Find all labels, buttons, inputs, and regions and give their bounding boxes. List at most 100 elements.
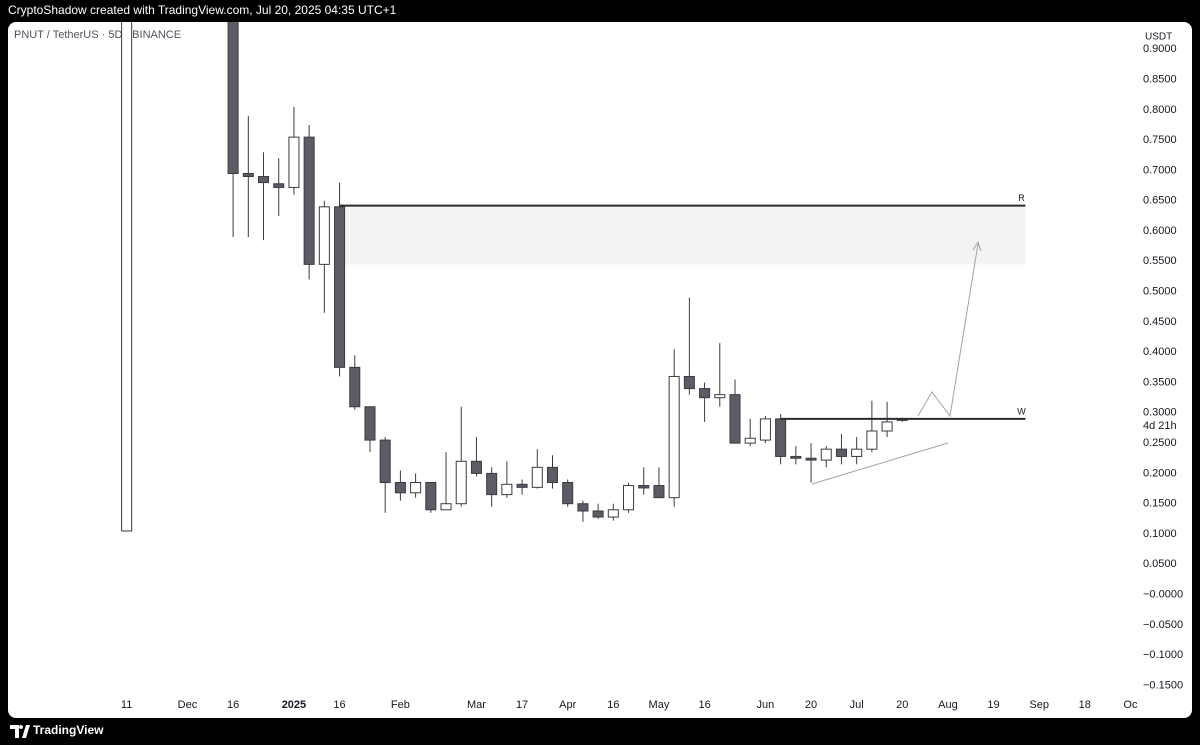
candle-body <box>303 136 315 265</box>
trend-line <box>811 442 949 485</box>
y-tick-label: 0.8500 <box>1143 73 1177 85</box>
candle-body <box>379 439 391 484</box>
y-tick-label: 0.2000 <box>1143 467 1177 479</box>
candle-body <box>790 455 802 459</box>
projection-arrow <box>917 243 979 418</box>
x-tick-label: 20 <box>896 699 908 711</box>
resistance-zone <box>339 205 1026 265</box>
level-label: W <box>1017 406 1026 416</box>
x-tick-label: Apr <box>559 699 576 711</box>
x-tick-label: Feb <box>391 699 410 711</box>
candle-body <box>623 485 635 511</box>
y-tick-label: 0.8000 <box>1143 104 1177 116</box>
level-label: R <box>1018 193 1025 203</box>
y-tick-label: −0.0000 <box>1143 589 1183 601</box>
candle-body <box>318 206 330 265</box>
candle-body <box>242 172 254 178</box>
candle-body <box>516 483 528 488</box>
y-tick-label: 0.6000 <box>1143 225 1177 237</box>
candle-body <box>820 448 832 461</box>
candle-body <box>288 136 300 188</box>
candle-body <box>440 503 452 511</box>
x-tick-label: Sep <box>1029 699 1049 711</box>
candle-body <box>364 406 376 441</box>
chart-title: PNUT / TetherUS · 5D · BINANCE <box>14 29 181 41</box>
y-tick-label: 0.7000 <box>1143 164 1177 176</box>
candle-body <box>683 375 695 390</box>
candle-body <box>531 466 543 488</box>
y-tick-label: 0.6500 <box>1143 195 1177 207</box>
unit-label: USDT <box>1145 32 1172 43</box>
y-tick-label: 0.9000 <box>1143 43 1177 55</box>
candle-body <box>744 437 756 444</box>
x-tick-label: Dec <box>178 699 198 711</box>
x-tick-label: 18 <box>1079 699 1091 711</box>
x-tick-label: 16 <box>333 699 345 711</box>
candle-body <box>851 448 863 457</box>
y-tick-label: 0.3500 <box>1143 376 1177 388</box>
x-tick-label: 16 <box>698 699 710 711</box>
candle-body <box>729 394 741 444</box>
candle-body <box>607 509 619 518</box>
y-tick-label: 0.5500 <box>1143 255 1177 267</box>
y-tick-label: −0.0500 <box>1143 619 1183 631</box>
unit-box <box>1139 28 1181 46</box>
candle-body <box>866 430 878 450</box>
arrow-head <box>972 240 982 252</box>
candle-body <box>775 418 787 457</box>
candle-body <box>881 421 893 432</box>
candle-body <box>562 482 574 505</box>
x-tick-label: 16 <box>227 699 239 711</box>
candle-body <box>425 482 437 511</box>
y-tick-label: 0.1500 <box>1143 498 1177 510</box>
header-text: CryptoShadow created with TradingView.co… <box>8 3 397 17</box>
y-tick-label: 0.4000 <box>1143 346 1177 358</box>
chart-panel <box>8 22 1192 718</box>
x-tick-label: Aug <box>938 699 958 711</box>
candle-body <box>470 460 482 474</box>
candle-body <box>257 176 270 184</box>
x-tick-label: 20 <box>805 699 817 711</box>
x-tick-label: 16 <box>607 699 619 711</box>
y-tick-label: 0.3000 <box>1143 407 1177 419</box>
footer: TradingView <box>10 723 104 738</box>
x-tick-label: 17 <box>516 699 528 711</box>
candle-body <box>486 472 498 496</box>
plot-area <box>121 22 1026 532</box>
candle-body <box>455 460 467 505</box>
y-tick-label: −0.1500 <box>1143 679 1183 691</box>
footer-logo <box>10 725 30 738</box>
candle-body <box>805 457 817 461</box>
y-tick-label: 0.2500 <box>1143 437 1177 449</box>
y-tick-label: −0.1000 <box>1143 649 1183 661</box>
candle-body <box>121 22 133 532</box>
projection <box>811 240 982 485</box>
candle-body <box>546 466 559 484</box>
x-tick-label: Oc <box>1123 699 1138 711</box>
countdown-label: 4d 21h <box>1143 420 1177 432</box>
y-tick-label: 0.0500 <box>1143 558 1177 570</box>
candle-body <box>638 485 650 489</box>
candle-body <box>577 503 589 512</box>
candle-body <box>334 206 346 368</box>
candle-body <box>759 418 771 441</box>
y-tick-label: 0.7500 <box>1143 134 1177 146</box>
y-tick-label: 0.5000 <box>1143 286 1177 298</box>
x-tick-label: Jun <box>757 699 775 711</box>
candle-body <box>394 482 406 494</box>
candle-body <box>653 485 665 499</box>
x-tick-label: 2025 <box>282 699 306 711</box>
candle-body <box>501 483 513 496</box>
candle-body <box>714 394 726 399</box>
candle-body <box>699 388 711 399</box>
candle-body <box>273 183 285 188</box>
y-tick-label: 0.1000 <box>1143 528 1177 540</box>
candle-body <box>668 375 680 499</box>
x-tick-label: May <box>649 699 670 711</box>
footer-brand: TradingView <box>33 723 104 737</box>
candle-body <box>835 448 847 457</box>
x-tick-label: Jul <box>850 699 864 711</box>
y-tick-label: 0.4500 <box>1143 316 1177 328</box>
candle-body <box>349 366 361 408</box>
